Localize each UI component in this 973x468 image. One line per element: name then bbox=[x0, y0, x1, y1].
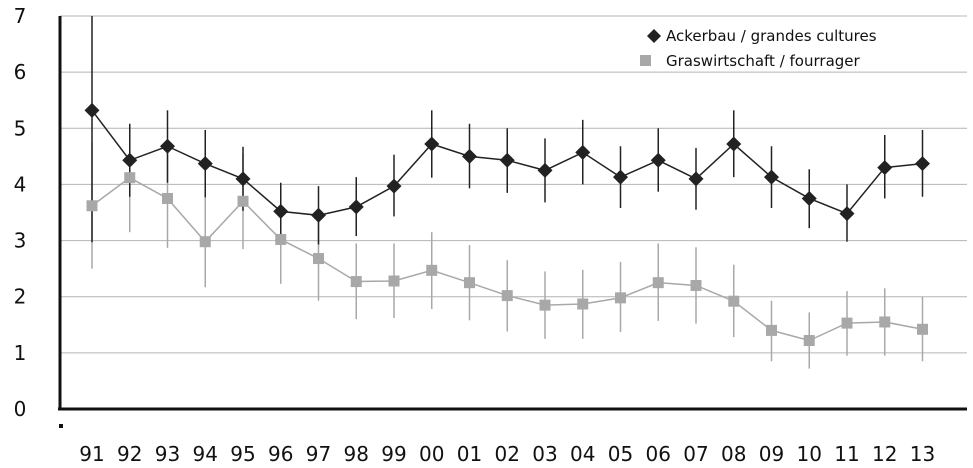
x-tick-label: 02 bbox=[495, 442, 520, 466]
data-point-diamond bbox=[424, 136, 440, 152]
legend-label-ackerbau: Ackerbau / grandes cultures bbox=[666, 27, 877, 45]
data-point-diamond bbox=[839, 206, 855, 222]
data-point-square bbox=[350, 276, 362, 288]
data-point-diamond bbox=[197, 156, 213, 172]
gridlines bbox=[60, 15, 967, 354]
legend-diamond-icon bbox=[647, 29, 661, 43]
data-point-square bbox=[162, 192, 173, 204]
x-tick-label: 94 bbox=[193, 442, 218, 466]
data-point-square bbox=[86, 200, 98, 212]
data-point-diamond bbox=[160, 138, 175, 154]
legend: Ackerbau / grandes cultures Graswirtscha… bbox=[640, 27, 877, 70]
data-point-square bbox=[199, 236, 211, 248]
data-point-square bbox=[237, 195, 249, 207]
data-point-square bbox=[615, 292, 626, 304]
data-point-diamond bbox=[764, 169, 779, 185]
data-point-diamond bbox=[348, 199, 364, 215]
data-point-diamond bbox=[726, 136, 742, 152]
data-point-square bbox=[313, 253, 324, 265]
x-tick-label: 13 bbox=[910, 442, 935, 466]
y-tick-label: 7 bbox=[14, 4, 27, 28]
data-point-diamond bbox=[877, 160, 893, 176]
x-tick-label: 97 bbox=[306, 442, 331, 466]
x-tick-label: 12 bbox=[872, 442, 897, 466]
data-point-diamond bbox=[650, 152, 666, 168]
y-tick-labels: 0 1 2 3 4 5 6 7 bbox=[14, 4, 27, 421]
data-point-diamond bbox=[84, 102, 100, 118]
data-markers bbox=[84, 102, 930, 347]
data-point-diamond bbox=[311, 207, 326, 223]
y-tick-label: 1 bbox=[14, 341, 27, 365]
data-point-square bbox=[728, 295, 740, 307]
legend-square-icon bbox=[640, 55, 651, 66]
legend-label-graswirtschaft: Graswirtschaft / fourrager bbox=[666, 52, 861, 70]
data-point-diamond bbox=[122, 152, 138, 168]
x-tick-label: 99 bbox=[381, 442, 406, 466]
y-tick-label: 6 bbox=[14, 60, 27, 84]
x-tick-label: 01 bbox=[457, 442, 482, 466]
x-tick-label: 91 bbox=[79, 442, 104, 466]
x-tick-label: 05 bbox=[608, 442, 633, 466]
axis-origin-tick bbox=[59, 424, 63, 428]
data-point-diamond bbox=[235, 171, 251, 187]
x-tick-label: 07 bbox=[683, 442, 708, 466]
x-tick-labels: 91 92 93 94 95 96 97 98 99 00 01 02 03 04 05 06 07 08 09 10… bbox=[79, 442, 935, 466]
data-point-square bbox=[464, 277, 475, 289]
x-tick-label: 08 bbox=[721, 442, 746, 466]
data-point-square bbox=[766, 324, 777, 336]
data-point-square bbox=[124, 172, 136, 184]
data-point-square bbox=[539, 299, 551, 311]
y-tick-label: 2 bbox=[14, 285, 27, 309]
data-point-diamond bbox=[801, 190, 817, 206]
y-tick-label: 0 bbox=[14, 397, 27, 421]
data-point-diamond bbox=[575, 144, 591, 160]
x-tick-label: 93 bbox=[155, 442, 180, 466]
data-point-diamond bbox=[613, 169, 628, 185]
x-tick-label: 04 bbox=[570, 442, 595, 466]
x-tick-label: 96 bbox=[268, 442, 293, 466]
y-tick-label: 3 bbox=[14, 229, 27, 253]
x-tick-label: 06 bbox=[646, 442, 671, 466]
data-point-square bbox=[917, 323, 928, 335]
x-tick-label: 92 bbox=[117, 442, 142, 466]
data-point-diamond bbox=[499, 152, 515, 168]
x-tick-label: 10 bbox=[797, 442, 822, 466]
axes bbox=[58, 16, 967, 428]
data-point-diamond bbox=[386, 178, 402, 194]
x-tick-label: 00 bbox=[419, 442, 444, 466]
y-tick-label: 5 bbox=[14, 116, 27, 140]
data-point-square bbox=[803, 335, 815, 347]
x-tick-label: 98 bbox=[344, 442, 369, 466]
data-point-square bbox=[426, 264, 438, 276]
data-point-diamond bbox=[462, 148, 477, 164]
x-tick-label: 95 bbox=[230, 442, 255, 466]
data-point-square bbox=[388, 275, 400, 287]
data-point-diamond bbox=[915, 156, 930, 172]
data-point-square bbox=[879, 316, 891, 328]
data-point-square bbox=[501, 290, 513, 302]
data-point-square bbox=[652, 277, 664, 289]
x-tick-label: 09 bbox=[759, 442, 784, 466]
data-point-square bbox=[690, 279, 702, 291]
data-point-square bbox=[577, 298, 589, 310]
data-point-diamond bbox=[688, 171, 704, 187]
data-point-square bbox=[275, 233, 287, 245]
y-tick-label: 4 bbox=[14, 172, 27, 196]
data-point-square bbox=[841, 317, 853, 329]
x-tick-label: 03 bbox=[532, 442, 557, 466]
data-point-diamond bbox=[273, 203, 289, 219]
data-point-diamond bbox=[537, 162, 553, 178]
x-tick-label: 11 bbox=[834, 442, 859, 466]
